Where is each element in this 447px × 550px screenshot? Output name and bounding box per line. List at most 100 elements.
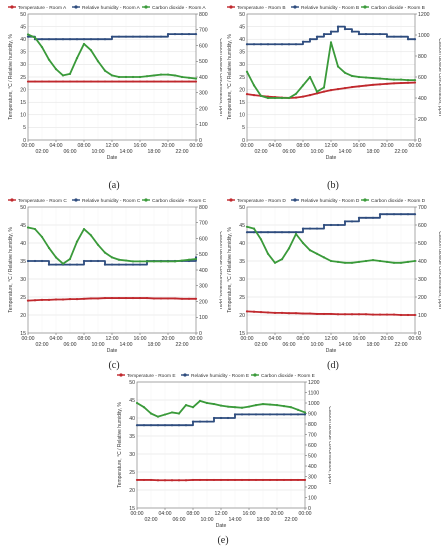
data-point-humidity	[280, 43, 284, 46]
data-point-humidity	[145, 35, 149, 38]
data-point-temperature	[385, 82, 389, 85]
x-tick-label: 16:00	[134, 143, 147, 149]
data-point-humidity	[110, 35, 114, 38]
data-point-temperature	[350, 313, 354, 316]
grid	[27, 13, 197, 141]
legend-label-humidity: Relative humidity - Room D	[301, 198, 360, 204]
data-point-humidity	[254, 413, 258, 416]
chart-panel-c: Temperature - Room C Relative humidity - …	[6, 195, 222, 359]
data-point-temperature	[364, 313, 368, 316]
left-tick-label: 45	[239, 223, 245, 229]
left-tick-label: 20	[239, 313, 245, 319]
data-point-co2	[75, 240, 79, 243]
data-point-co2	[294, 232, 298, 236]
right-tick-label: 400	[199, 75, 208, 81]
data-point-temperature	[252, 310, 256, 313]
data-point-co2	[392, 261, 396, 264]
data-point-humidity	[385, 213, 389, 216]
y-axis-label-right: Carbon dioxide concentration, ppm	[218, 231, 222, 309]
data-point-humidity	[124, 35, 128, 38]
x-tick-label: 18:00	[148, 149, 161, 155]
data-point-temperature	[392, 313, 396, 316]
data-point-co2	[287, 247, 291, 250]
data-point-co2	[61, 74, 65, 77]
left-tick-label: 20	[20, 313, 26, 319]
x-tick-label: 22:00	[395, 342, 408, 348]
right-tick-label: 1000	[308, 401, 320, 407]
data-point-temperature	[413, 313, 417, 317]
data-point-temperature	[378, 83, 382, 86]
right-tick-label: 200	[308, 485, 317, 491]
data-point-temperature	[103, 80, 107, 83]
data-point-temperature	[138, 296, 142, 300]
data-point-humidity	[159, 35, 163, 38]
x-axis-label: Date	[107, 348, 118, 354]
data-point-temperature	[280, 311, 284, 314]
right-tick-label: 500	[308, 453, 317, 459]
data-point-humidity	[142, 424, 146, 427]
left-tick-label: 10	[20, 113, 26, 119]
x-tick-label: 02:00	[255, 149, 268, 155]
data-point-co2	[131, 260, 135, 263]
chart-e: Temperature - Room E Relative humidity - …	[117, 373, 331, 529]
data-point-temperature	[198, 478, 202, 482]
data-point-temperature	[301, 95, 305, 98]
data-point-co2	[103, 251, 107, 254]
x-tick-label: 20:00	[381, 143, 394, 149]
left-tick-label: 40	[129, 416, 135, 422]
left-tick-label: 30	[20, 277, 26, 283]
series-humidity	[26, 33, 198, 41]
right-tick-label: 500	[418, 241, 427, 247]
legend-marker-co2	[144, 198, 148, 202]
data-point-co2	[371, 259, 375, 262]
data-point-co2	[329, 259, 333, 263]
data-point-co2	[180, 259, 184, 262]
grid	[27, 206, 197, 334]
data-point-humidity	[364, 216, 368, 219]
data-point-humidity	[413, 38, 417, 41]
data-point-co2	[343, 261, 347, 264]
data-point-co2	[184, 404, 188, 407]
data-point-temperature	[149, 478, 153, 482]
right-tick-label: 0	[418, 331, 421, 337]
data-point-humidity	[149, 424, 153, 427]
right-tick-label: 600	[418, 223, 427, 229]
left-tick-label: 45	[239, 24, 245, 30]
x-tick-label: 12:00	[215, 511, 228, 517]
data-point-co2	[350, 261, 354, 264]
data-point-temperature	[357, 313, 361, 316]
legend-marker-humidity	[293, 198, 297, 202]
data-point-co2	[322, 256, 326, 259]
data-point-temperature	[233, 478, 237, 482]
right-tick-label: 200	[199, 106, 208, 112]
data-point-co2	[117, 75, 121, 79]
right-tick-label: 700	[308, 432, 317, 438]
data-point-temperature	[103, 296, 107, 300]
grid	[136, 381, 306, 509]
x-tick-label: 00:00	[241, 336, 254, 342]
data-point-temperature	[343, 313, 347, 316]
data-point-co2	[138, 260, 142, 263]
legend-label-temperature: Temperature - Room A	[18, 5, 67, 11]
data-point-humidity	[103, 38, 107, 41]
data-point-temperature	[301, 312, 305, 315]
legend-marker-co2	[363, 5, 367, 9]
data-point-co2	[385, 260, 389, 263]
data-point-co2	[261, 402, 265, 406]
data-point-temperature	[152, 297, 156, 300]
data-point-co2	[135, 401, 139, 405]
data-point-humidity	[252, 43, 256, 46]
data-point-temperature	[287, 312, 291, 315]
x-tick-label: 08:00	[297, 143, 310, 149]
data-point-humidity	[75, 38, 79, 41]
x-tick-label: 00:00	[22, 143, 35, 149]
data-point-co2	[82, 227, 86, 231]
legend-marker-humidity	[183, 373, 187, 377]
data-point-humidity	[219, 416, 223, 420]
y-axis-label-right: Carbon dioxide concentration, ppm	[327, 406, 331, 484]
x-tick-label: 12:00	[106, 143, 119, 149]
left-tick-label: 0	[242, 138, 245, 144]
data-point-humidity	[357, 216, 361, 219]
data-point-temperature	[163, 479, 167, 482]
plot-frame	[246, 13, 416, 141]
